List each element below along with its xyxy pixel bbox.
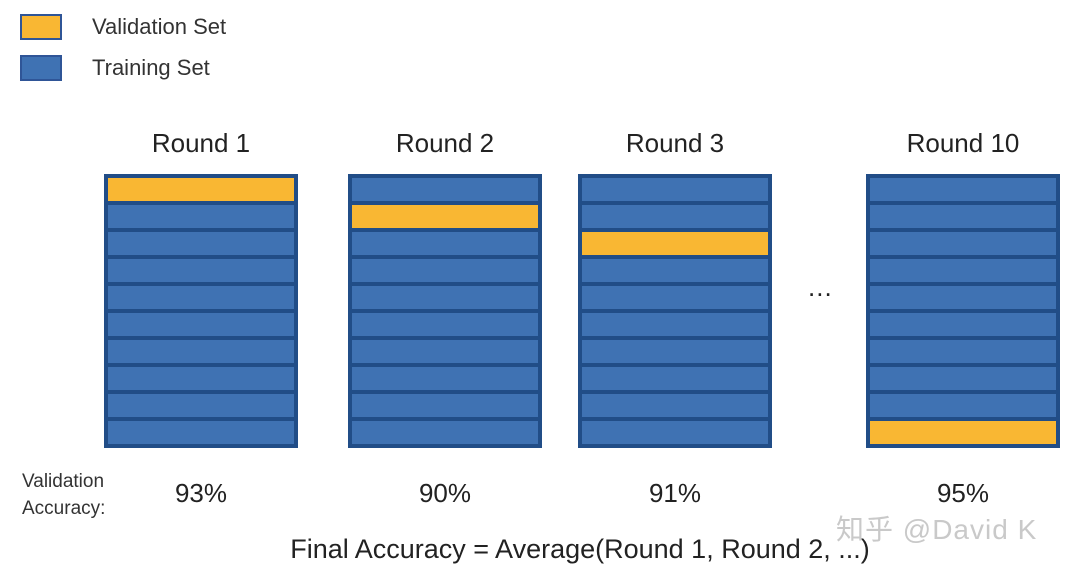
round-title: Round 3: [625, 128, 725, 158]
training-fold: [582, 367, 768, 390]
validation-swatch: [20, 14, 62, 40]
round-2: Round 2: [348, 128, 542, 458]
training-fold: [108, 286, 294, 309]
training-fold: [870, 394, 1056, 417]
training-fold: [870, 178, 1056, 201]
training-fold: [108, 340, 294, 363]
training-fold: [870, 286, 1056, 309]
round-title: Round 2: [395, 128, 495, 158]
accuracy-label-line2: Accuracy:: [22, 498, 106, 519]
training-fold: [582, 340, 768, 363]
round-10: Round 10: [866, 128, 1060, 458]
training-fold: [582, 178, 768, 201]
training-fold: [870, 340, 1056, 363]
round-1: Round 1: [104, 128, 298, 458]
accuracy-label: Validation Accuracy:: [22, 468, 105, 522]
training-fold: [352, 259, 538, 282]
fold-stack: [348, 174, 542, 448]
round-1-accuracy: 93%: [174, 478, 228, 508]
training-fold: [352, 394, 538, 417]
training-fold: [108, 259, 294, 282]
training-fold: [352, 178, 538, 201]
final-accuracy-formula: Final Accuracy = Average(Round 1, Round …: [290, 534, 870, 564]
legend-item-validation: Validation Set: [20, 14, 226, 40]
training-fold: [870, 367, 1056, 390]
training-fold: [582, 259, 768, 282]
round-3: Round 3: [578, 128, 772, 458]
watermark: 知乎 @David K: [836, 514, 1038, 545]
training-fold: [352, 367, 538, 390]
training-fold: [582, 421, 768, 444]
round-title: Round 1: [151, 128, 251, 158]
training-fold: [352, 421, 538, 444]
fold-stack: [104, 174, 298, 448]
validation-fold: [870, 421, 1056, 444]
training-fold: [870, 232, 1056, 255]
round-2-accuracy: 90%: [418, 478, 472, 508]
training-fold: [108, 313, 294, 336]
validation-fold: [352, 205, 538, 228]
validation-fold: [582, 232, 768, 255]
training-fold: [870, 313, 1056, 336]
round-10-accuracy: 95%: [936, 478, 990, 508]
training-fold: [582, 394, 768, 417]
training-fold: [108, 232, 294, 255]
round-3-accuracy: 91%: [648, 478, 702, 508]
training-fold: [352, 340, 538, 363]
round-title: Round 10: [906, 128, 1020, 158]
training-fold: [108, 421, 294, 444]
legend-label: Validation Set: [92, 14, 227, 39]
ellipsis: ...: [808, 272, 833, 302]
training-fold: [582, 205, 768, 228]
training-fold: [108, 205, 294, 228]
training-fold: [582, 286, 768, 309]
training-fold: [870, 259, 1056, 282]
fold-stack: [578, 174, 772, 448]
legend-label: Training Set: [92, 55, 210, 80]
training-fold: [352, 232, 538, 255]
validation-fold: [108, 178, 294, 201]
training-swatch: [20, 55, 62, 81]
training-fold: [108, 367, 294, 390]
training-fold: [352, 313, 538, 336]
legend-item-training: Training Set: [20, 55, 210, 81]
training-fold: [108, 394, 294, 417]
accuracy-label-line1: Validation: [22, 471, 105, 492]
training-fold: [352, 286, 538, 309]
fold-stack: [866, 174, 1060, 448]
training-fold: [582, 313, 768, 336]
training-fold: [870, 205, 1056, 228]
